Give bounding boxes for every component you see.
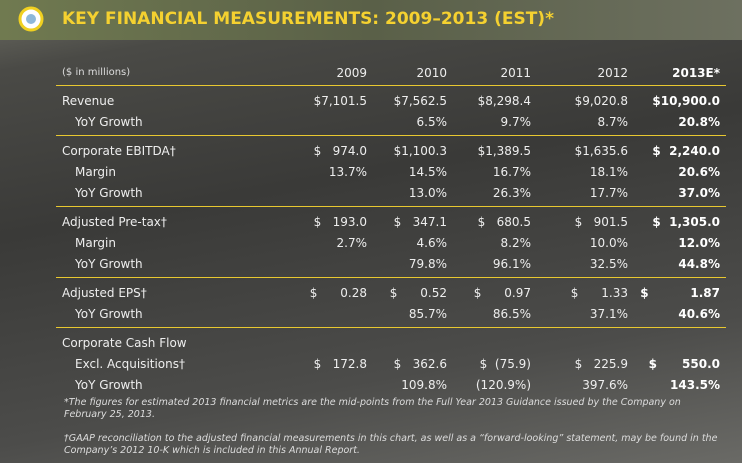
cell: 32.5% bbox=[589, 257, 628, 271]
cell: $ 0.97 bbox=[473, 286, 531, 300]
separator bbox=[56, 135, 726, 136]
cell: 20.8% bbox=[678, 115, 720, 129]
cell: $ 193.0 bbox=[313, 215, 367, 229]
row-label: Corporate Cash Flow bbox=[62, 336, 187, 350]
cell: $1,635.6 bbox=[574, 144, 628, 158]
cell: $8,298.4 bbox=[477, 94, 531, 108]
cell: $ 901.5 bbox=[574, 215, 628, 229]
column-header: 2011 bbox=[500, 66, 531, 80]
row-label: Margin bbox=[75, 236, 116, 250]
cell: 143.5% bbox=[670, 378, 720, 392]
cell: 9.7% bbox=[500, 115, 532, 129]
cell: 86.5% bbox=[492, 307, 531, 321]
title-bar bbox=[0, 0, 742, 40]
row-label: YoY Growth bbox=[75, 186, 143, 200]
cell: 397.6% bbox=[582, 378, 628, 392]
separator bbox=[56, 277, 726, 278]
cell: 96.1% bbox=[492, 257, 531, 271]
cell: 40.6% bbox=[678, 307, 720, 321]
cell: 6.5% bbox=[416, 115, 448, 129]
column-header: 2012 bbox=[597, 66, 628, 80]
row-label: Corporate EBITDA† bbox=[62, 144, 176, 158]
row-label: YoY Growth bbox=[75, 307, 143, 321]
row-label: Revenue bbox=[62, 94, 115, 108]
cell: (120.9%) bbox=[475, 378, 531, 392]
row-label: YoY Growth bbox=[75, 257, 143, 271]
row-label: Margin bbox=[75, 165, 116, 179]
cell: $ 2,240.0 bbox=[652, 144, 720, 158]
cell: 79.8% bbox=[408, 257, 447, 271]
cell: 2.7% bbox=[336, 236, 368, 250]
cell: 4.6% bbox=[416, 236, 448, 250]
cell: 109.8% bbox=[401, 378, 447, 392]
cell: 10.0% bbox=[589, 236, 628, 250]
column-header: ($ in millions) bbox=[62, 67, 131, 78]
cell: $ 0.28 bbox=[309, 286, 367, 300]
separator bbox=[56, 206, 726, 207]
cell: $ 974.0 bbox=[313, 144, 367, 158]
cell: $ 1.87 bbox=[640, 286, 720, 300]
title: KEY FINANCIAL MEASUREMENTS: 2009–2013 (E… bbox=[62, 9, 554, 29]
cell: $ (75.9) bbox=[479, 357, 531, 371]
cell: 20.6% bbox=[678, 165, 720, 179]
footnote: *The figures for estimated 2013 financia… bbox=[64, 397, 681, 420]
cell: $1,389.5 bbox=[477, 144, 531, 158]
column-header: 2010 bbox=[416, 66, 447, 80]
cell: $ 680.5 bbox=[477, 215, 531, 229]
row-label: Adjusted EPS† bbox=[62, 286, 147, 300]
cell: 16.7% bbox=[492, 165, 531, 179]
cell: 8.7% bbox=[597, 115, 629, 129]
row-label: YoY Growth bbox=[75, 115, 143, 129]
icon bbox=[18, 6, 44, 32]
cell: $ 1.33 bbox=[570, 286, 628, 300]
cell: $ 172.8 bbox=[313, 357, 367, 371]
cell: $ 225.9 bbox=[574, 357, 628, 371]
cell: $ 1,305.0 bbox=[652, 215, 720, 229]
cell: 85.7% bbox=[408, 307, 447, 321]
cell: $ 0.52 bbox=[389, 286, 447, 300]
cell: $7,101.5 bbox=[313, 94, 367, 108]
cell: $ 347.1 bbox=[393, 215, 447, 229]
cell: 37.0% bbox=[678, 186, 720, 200]
cell: 26.3% bbox=[492, 186, 531, 200]
cell: $9,020.8 bbox=[574, 94, 628, 108]
cell: $ 550.0 bbox=[648, 357, 720, 371]
separator bbox=[56, 327, 726, 328]
row-label: YoY Growth bbox=[75, 378, 143, 392]
cell: $10,900.0 bbox=[652, 94, 720, 108]
cell: 18.1% bbox=[589, 165, 628, 179]
cell: 17.7% bbox=[589, 186, 628, 200]
row-label: Excl. Acquisitions† bbox=[75, 357, 186, 371]
separator bbox=[56, 85, 726, 86]
row-label: Adjusted Pre-tax† bbox=[62, 215, 167, 229]
cell: $1,100.3 bbox=[393, 144, 447, 158]
cell: $ 362.6 bbox=[393, 357, 447, 371]
footnote: †GAAP reconciliation to the adjusted fin… bbox=[64, 433, 718, 456]
cell: 8.2% bbox=[500, 236, 532, 250]
cell: 13.7% bbox=[328, 165, 367, 179]
cell: 37.1% bbox=[589, 307, 628, 321]
cell: 13.0% bbox=[408, 186, 447, 200]
cell: 12.0% bbox=[678, 236, 720, 250]
column-header: 2009 bbox=[336, 66, 367, 80]
cell: $7,562.5 bbox=[393, 94, 447, 108]
column-header: 2013E* bbox=[672, 66, 720, 80]
cell: 14.5% bbox=[408, 165, 447, 179]
cell: 44.8% bbox=[678, 257, 720, 271]
